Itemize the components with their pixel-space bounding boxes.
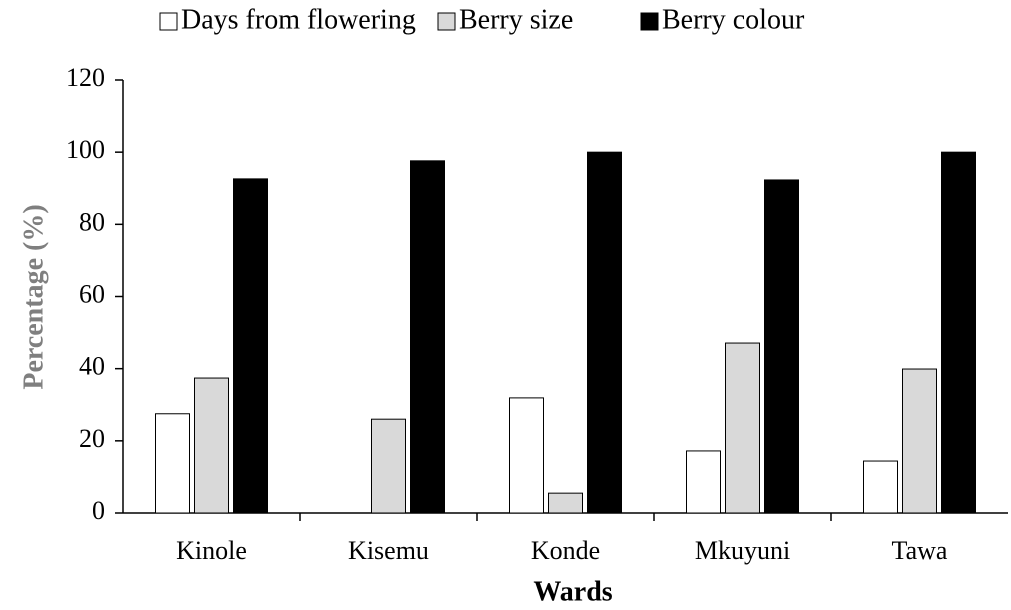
y-tick-label: 120 [66, 63, 105, 92]
legend-swatch [159, 12, 178, 31]
y-tick-label: 40 [79, 352, 105, 381]
bar [155, 413, 190, 514]
legend-label: Days from flowering [181, 4, 416, 35]
y-tick-label: 60 [79, 279, 105, 308]
bar [725, 342, 760, 514]
legend-label: Berry size [459, 4, 573, 35]
y-tick-label: 0 [92, 496, 105, 525]
x-tick-label: Kisemu [348, 536, 429, 565]
bar [902, 368, 937, 514]
bar [686, 450, 721, 514]
bar [764, 179, 799, 514]
y-axis-label: Percentage (%) [18, 204, 49, 389]
bar [941, 151, 976, 514]
bar [863, 460, 898, 514]
x-axis-label: Wards [533, 576, 612, 607]
bar [587, 151, 622, 514]
bar [509, 397, 544, 514]
y-tick-label: 80 [79, 207, 105, 236]
bar [194, 377, 229, 514]
x-tick-label: Mkuyuni [695, 536, 790, 565]
x-tick-label: Konde [531, 536, 600, 565]
legend-label: Berry colour [662, 4, 805, 35]
x-tick-label: Kinole [176, 536, 247, 565]
x-tick-label: Tawa [892, 536, 948, 565]
bar [371, 418, 406, 514]
bar [410, 160, 445, 514]
legend-swatch [437, 12, 456, 31]
y-tick-label: 100 [66, 135, 105, 164]
bar [233, 178, 268, 514]
bar [548, 492, 583, 514]
y-tick-label: 20 [79, 424, 105, 453]
legend-swatch [640, 12, 659, 31]
